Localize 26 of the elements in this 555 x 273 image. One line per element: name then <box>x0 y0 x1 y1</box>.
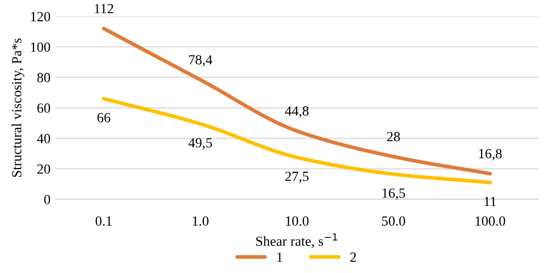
data-label: 16,8 <box>479 148 502 160</box>
data-label: 44,8 <box>285 106 309 118</box>
data-label: 16,5 <box>382 188 406 200</box>
x-tick-label: 10.0 <box>286 216 309 226</box>
x-tick-label: 1.0 <box>192 216 209 226</box>
data-label: 78,4 <box>189 55 212 66</box>
data-label: 27,5 <box>285 172 309 184</box>
y-tick-label: 40 <box>37 134 50 144</box>
legend-label: 1 <box>277 252 282 262</box>
y-tick-label: 100 <box>31 42 50 52</box>
data-label: 66 <box>97 113 110 122</box>
y-tick-label: 80 <box>37 72 50 82</box>
x-tick-label: 0.1 <box>96 216 112 226</box>
y-tick-label: 120 <box>31 12 50 22</box>
y-tick-label: 0 <box>44 194 50 204</box>
data-label: 11 <box>484 196 496 206</box>
legend-label: 2 <box>350 252 356 262</box>
y-tick-label: 60 <box>37 103 50 113</box>
x-tick-label: 50.0 <box>382 216 406 226</box>
x-tick-label: 100.0 <box>476 216 506 226</box>
x-axis-title: Shear rate, s$^{−1}$ <box>256 233 338 248</box>
data-label: 28 <box>387 132 400 142</box>
data-label: 112 <box>94 4 114 14</box>
data-label: 49,5 <box>188 138 212 150</box>
y-axis-title: Structural viscosity, Pa*s <box>12 38 24 177</box>
y-tick-label: 20 <box>37 164 50 174</box>
